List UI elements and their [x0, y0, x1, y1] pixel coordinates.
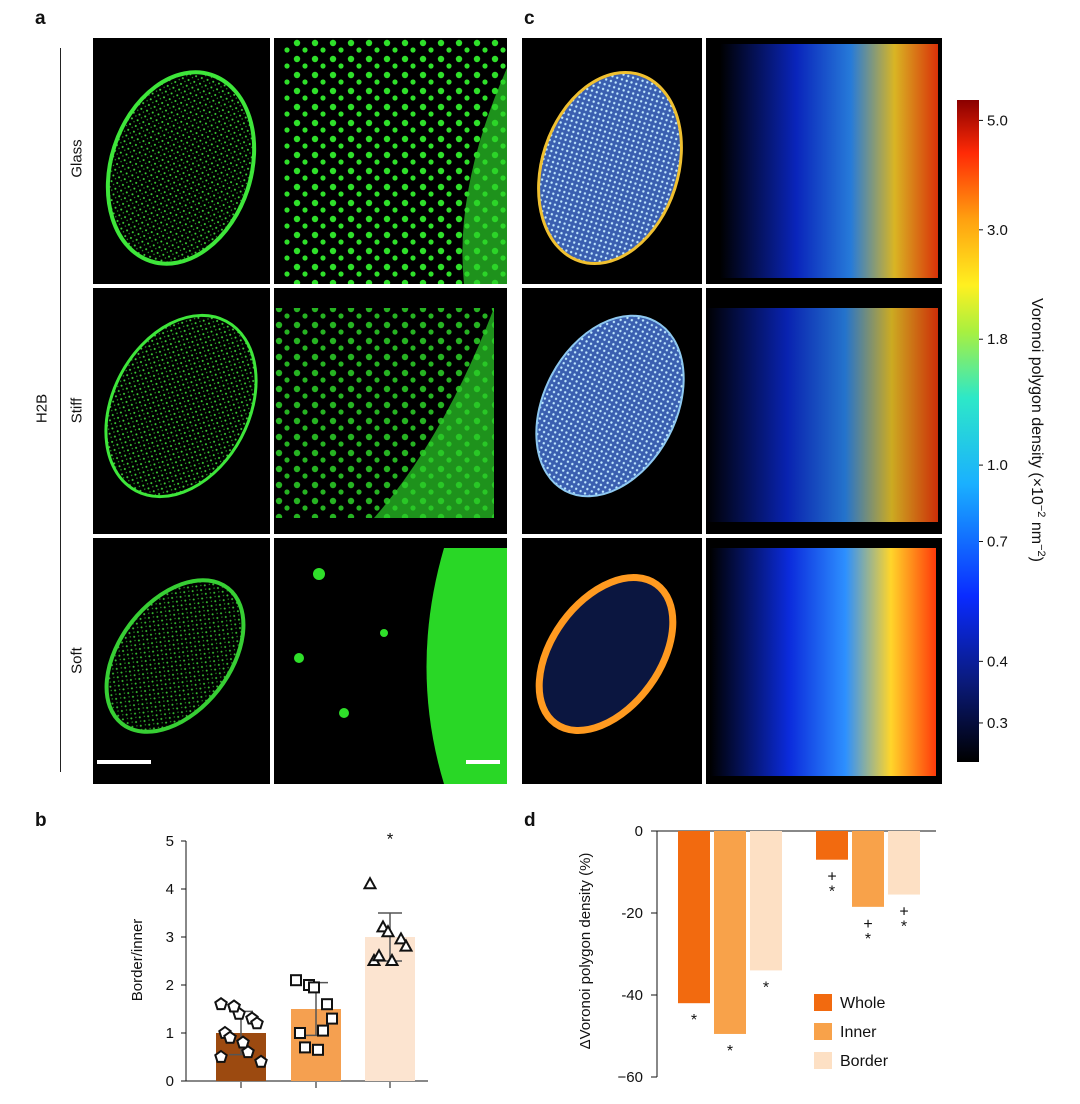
panel-label-a: a [35, 8, 46, 29]
data-point [254, 1054, 268, 1068]
row-label-glass: Glass [68, 139, 86, 178]
significance-mark: * [865, 931, 871, 948]
colorbar: 5.0 3.0 1.8 1.0 0.7 0.4 0.3 Voronoi polygon de… [957, 100, 1047, 762]
micrograph-glass-nucleus [93, 38, 270, 284]
data-point [312, 1043, 324, 1056]
density-map-glass-nucleus [522, 38, 702, 284]
data-point [321, 998, 333, 1011]
data-point [308, 981, 320, 994]
row-label-stiff: Stiff [68, 397, 86, 424]
colorbar-tick-label: 1.0 [987, 457, 1008, 474]
significance-mark: + [827, 869, 836, 886]
data-point [290, 974, 302, 987]
y-tick-label: 4 [166, 881, 174, 898]
legend-swatch-border [814, 1052, 832, 1069]
significance-mark: * [691, 1012, 697, 1029]
y-tick-label: -20 [621, 905, 643, 922]
data-point [393, 931, 409, 945]
data-point [398, 938, 414, 952]
data-point [227, 999, 241, 1013]
bar-whole [678, 831, 710, 1004]
legend-label-inner: Inner [840, 1024, 877, 1041]
bar-border [750, 831, 782, 971]
y-tick-label: 2 [166, 977, 174, 994]
density-map-glass-zoom [706, 38, 942, 284]
panel-label-b: b [35, 810, 47, 831]
significance-mark: + [863, 916, 872, 933]
bar-inner [852, 831, 884, 907]
data-point [362, 876, 378, 890]
data-point [250, 1016, 264, 1030]
ylabel-border-inner: Border/inner [129, 919, 146, 1002]
y-tick-label: 5 [166, 833, 174, 850]
panel-label-d: d [524, 810, 536, 831]
colorbar-tick-label: 0.3 [987, 715, 1008, 732]
micrograph-soft-nucleus [93, 538, 270, 784]
legend-swatch-inner [814, 1023, 832, 1040]
y-tick-label: 0 [635, 823, 643, 840]
significance-mark: * [387, 830, 394, 849]
panel-label-c: c [524, 8, 535, 29]
colorbar-tick-label: 0.4 [987, 653, 1008, 670]
density-map-soft-zoom [706, 538, 942, 784]
bar-inner [714, 831, 746, 1034]
legend-label-whole: Whole [840, 995, 885, 1012]
data-point [223, 1030, 237, 1044]
micrograph-stiff-nucleus [93, 288, 270, 534]
group-bracket-line [60, 48, 61, 772]
colorbar-tick-label: 1.8 [987, 331, 1008, 348]
data-point [299, 1041, 311, 1054]
legend-swatch-whole [814, 994, 832, 1011]
significance-mark: * [829, 884, 835, 901]
chart-delta-voronoi: ΔVoronoi polygon density (%) 0 -20 -40 −60 *… [577, 823, 936, 1086]
colorbar-tick-label: 5.0 [987, 112, 1008, 129]
colorbar-tick-label: 3.0 [987, 222, 1008, 239]
data-point [326, 1012, 338, 1025]
data-point [371, 948, 387, 962]
micrograph-stiff-zoom [274, 288, 507, 534]
significance-mark: * [727, 1043, 733, 1060]
significance-mark: * [763, 979, 769, 996]
data-point [294, 1027, 306, 1039]
significance-mark: * [901, 919, 907, 936]
y-tick-label: 0 [166, 1073, 174, 1090]
data-point [214, 996, 228, 1011]
data-point [214, 1049, 228, 1063]
data-point [384, 952, 400, 966]
density-map-stiff-nucleus [522, 288, 702, 534]
colorbar-label: Voronoi polygon density (×10−2 nm−2) [1028, 298, 1047, 562]
y-tick-label: −60 [618, 1069, 643, 1086]
bar-border [888, 831, 920, 895]
density-map-stiff-zoom [706, 288, 942, 534]
micrograph-soft-zoom [274, 538, 507, 784]
data-point [380, 924, 396, 938]
row-label-soft: Soft [68, 647, 86, 674]
y-tick-label: 1 [166, 1025, 174, 1042]
chart-border-inner: Border/inner 0 1 2 3 4 5 * [129, 830, 428, 1090]
y-tick-label: 3 [166, 929, 174, 946]
group-label-h2b: H2B [33, 393, 51, 424]
bar-whole [816, 831, 848, 860]
data-point [317, 1024, 329, 1037]
data-point [236, 1035, 250, 1049]
significance-mark: + [899, 904, 908, 921]
data-point [241, 1044, 255, 1059]
micrograph-glass-zoom [274, 38, 507, 284]
colorbar-gradient [957, 100, 979, 762]
density-map-soft-nucleus [522, 538, 702, 784]
colorbar-tick-label: 0.7 [987, 533, 1008, 550]
legend-label-border: Border [840, 1053, 889, 1070]
ylabel-delta-voronoi: ΔVoronoi polygon density (%) [577, 853, 594, 1050]
y-tick-label: -40 [621, 987, 643, 1004]
